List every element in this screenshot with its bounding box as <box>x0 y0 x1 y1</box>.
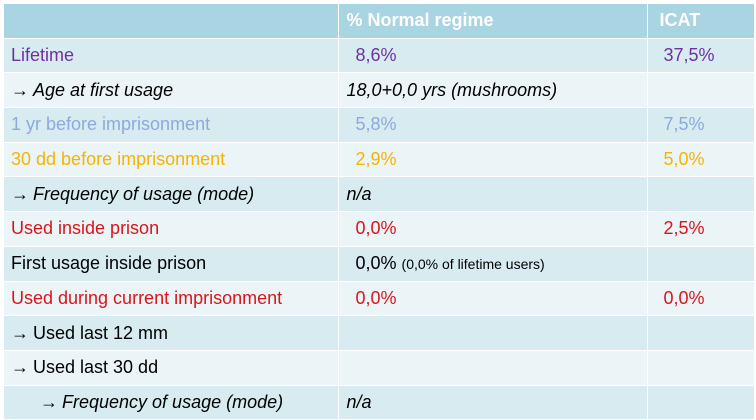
table-row-first-usage-inside: First usage inside prison 0,0% (0,0% of … <box>4 246 754 282</box>
normal-value: n/a <box>338 385 648 420</box>
row-label-cell: → Used last 30 dd <box>4 350 339 386</box>
row-label: Age at first usage <box>33 79 174 100</box>
row-label-cell: → Frequency of usage (mode) <box>4 176 339 213</box>
row-label-cell: → Frequency of usage (mode) <box>4 385 339 420</box>
arrow-right-icon: → <box>40 391 58 412</box>
normal-value-note: (0,0% of lifetime users) <box>401 256 545 273</box>
header-icat: ICAT <box>647 4 754 39</box>
normal-value: 2,9% <box>338 142 648 178</box>
row-label-cell: → Age at first usage <box>4 72 339 109</box>
row-label: First usage inside prison <box>4 246 339 282</box>
row-label: Used last 12 mm <box>33 322 169 343</box>
table-row-1yr-before: 1 yr before imprisonment 5,8% 7,5% <box>4 107 754 143</box>
icat-value <box>647 385 754 420</box>
normal-value <box>338 350 648 386</box>
icat-value <box>647 176 754 213</box>
arrow-right-icon: → <box>11 357 29 378</box>
icat-value <box>647 315 754 351</box>
normal-value <box>338 315 648 351</box>
row-label: Frequency of usage (mode) <box>62 391 284 412</box>
table-row-frequency-30dd: → Frequency of usage (mode) n/a <box>4 385 754 420</box>
normal-value: n/a <box>338 176 648 213</box>
arrow-right-icon: → <box>11 183 29 204</box>
row-label: Used inside prison <box>4 211 339 247</box>
arrow-right-icon: → <box>11 322 29 343</box>
table-header-row: % Normal regime ICAT <box>4 4 754 39</box>
normal-value: 18,0+0,0 yrs (mushrooms) <box>338 72 648 109</box>
icat-value: 37,5% <box>647 38 754 74</box>
table-row-age-first-usage: → Age at first usage 18,0+0,0 yrs (mushro… <box>4 72 754 109</box>
icat-value: 2,5% <box>647 211 754 247</box>
table-row-last-30dd: → Used last 30 dd <box>4 350 754 386</box>
table-row-last-12mm: → Used last 12 mm <box>4 315 754 351</box>
table-row-30dd-before: 30 dd before imprisonment 2,9% 5,0% <box>4 142 754 178</box>
icat-value: 5,0% <box>647 142 754 178</box>
row-label: Used during current imprisonment <box>4 281 339 317</box>
row-label: Used last 30 dd <box>33 357 159 378</box>
arrow-right-icon: → <box>11 79 29 100</box>
normal-value-cell: 0,0% (0,0% of lifetime users) <box>338 246 648 282</box>
row-label: 1 yr before imprisonment <box>4 107 339 143</box>
table-row-current-imprisonment: Used during current imprisonment 0,0% 0,… <box>4 281 754 317</box>
row-label: 30 dd before imprisonment <box>4 142 339 178</box>
normal-value: 8,6% <box>338 38 648 74</box>
row-label: Frequency of usage (mode) <box>33 183 255 204</box>
header-normal-regime: % Normal regime <box>338 4 648 39</box>
icat-value <box>647 246 754 282</box>
normal-value: 0,0% <box>355 253 397 274</box>
icat-value <box>647 350 754 386</box>
icat-value: 0,0% <box>647 281 754 317</box>
table-row-lifetime: Lifetime 8,6% 37,5% <box>4 38 754 74</box>
row-label: Lifetime <box>4 38 339 74</box>
header-label-cell <box>4 4 339 39</box>
drug-usage-table: % Normal regime ICAT Lifetime 8,6% 37,5%… <box>4 4 754 420</box>
normal-value: 0,0% <box>338 281 648 317</box>
icat-value: 7,5% <box>647 107 754 143</box>
normal-value: 5,8% <box>338 107 648 143</box>
table-row-used-inside: Used inside prison 0,0% 2,5% <box>4 211 754 247</box>
normal-value: 0,0% <box>338 211 648 247</box>
table-row-frequency: → Frequency of usage (mode) n/a <box>4 176 754 213</box>
icat-value <box>647 72 754 109</box>
row-label-cell: → Used last 12 mm <box>4 315 339 351</box>
